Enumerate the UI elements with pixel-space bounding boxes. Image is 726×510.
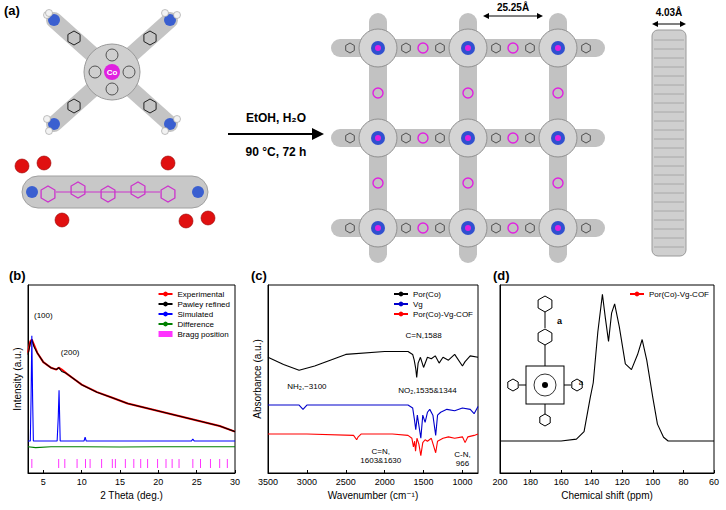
- svg-text:1603&1630: 1603&1630: [360, 456, 401, 465]
- svg-text:Co: Co: [107, 68, 118, 77]
- svg-text:10: 10: [77, 477, 87, 487]
- svg-text:90 °C, 72 h: 90 °C, 72 h: [246, 145, 307, 159]
- svg-text:Bragg position: Bragg position: [178, 330, 229, 339]
- svg-text:(200): (200): [61, 348, 80, 357]
- svg-text:Por(Co)-Vg-COF: Por(Co)-Vg-COF: [413, 310, 473, 319]
- svg-text:966: 966: [456, 459, 470, 468]
- svg-text:C=N,1588: C=N,1588: [405, 331, 442, 340]
- svg-text:a: a: [557, 316, 563, 326]
- svg-text:Wavenumber (cm⁻¹): Wavenumber (cm⁻¹): [328, 490, 418, 501]
- svg-text:1000: 1000: [452, 477, 472, 487]
- svg-text:C-N,: C-N,: [454, 450, 470, 459]
- svg-text:25.25Å: 25.25Å: [497, 1, 529, 13]
- svg-text:(a): (a): [4, 3, 20, 18]
- svg-text:Por(Co)-Vg-COF: Por(Co)-Vg-COF: [649, 290, 709, 299]
- svg-text:(d): (d): [493, 268, 510, 283]
- svg-text:Experimental: Experimental: [178, 290, 225, 299]
- svg-text:EtOH, H₂O: EtOH, H₂O: [246, 111, 306, 125]
- svg-text:1500: 1500: [414, 477, 434, 487]
- svg-text:80: 80: [678, 477, 688, 487]
- svg-text:180: 180: [523, 477, 538, 487]
- svg-text:NO₂,1535&1344: NO₂,1535&1344: [398, 386, 457, 395]
- svg-text:5: 5: [41, 477, 46, 487]
- svg-text:4.03Å: 4.03Å: [656, 6, 683, 18]
- svg-text:3000: 3000: [297, 477, 317, 487]
- svg-text:200: 200: [492, 477, 507, 487]
- svg-text:(100): (100): [34, 311, 53, 320]
- svg-text:3500: 3500: [258, 477, 278, 487]
- svg-text:25: 25: [192, 477, 202, 487]
- svg-text:Simulated: Simulated: [178, 310, 214, 319]
- svg-text:C=N,: C=N,: [372, 447, 390, 456]
- svg-text:Por(Co): Por(Co): [413, 290, 441, 299]
- svg-text:a: a: [579, 378, 584, 387]
- svg-text:(b): (b): [9, 268, 26, 283]
- svg-text:30: 30: [230, 477, 240, 487]
- svg-text:2000: 2000: [375, 477, 395, 487]
- svg-text:20: 20: [153, 477, 163, 487]
- svg-text:140: 140: [584, 477, 599, 487]
- svg-text:Intensity (a.u.): Intensity (a.u.): [12, 347, 23, 410]
- svg-text:120: 120: [615, 477, 630, 487]
- svg-text:100: 100: [645, 477, 660, 487]
- svg-text:Absorbance (a.u.): Absorbance (a.u.): [252, 339, 263, 419]
- svg-text:Difference: Difference: [178, 320, 215, 329]
- svg-text:Chemical shift (ppm): Chemical shift (ppm): [561, 490, 653, 501]
- svg-text:2500: 2500: [336, 477, 356, 487]
- svg-text:NH₂,~3100: NH₂,~3100: [287, 382, 327, 391]
- svg-text:(c): (c): [251, 268, 267, 283]
- svg-text:160: 160: [554, 477, 569, 487]
- svg-text:2 Theta (deg.): 2 Theta (deg.): [100, 490, 163, 501]
- svg-text:15: 15: [115, 477, 125, 487]
- svg-text:Vg: Vg: [413, 300, 423, 309]
- svg-text:Pawley refined: Pawley refined: [178, 300, 230, 309]
- svg-text:60: 60: [709, 477, 719, 487]
